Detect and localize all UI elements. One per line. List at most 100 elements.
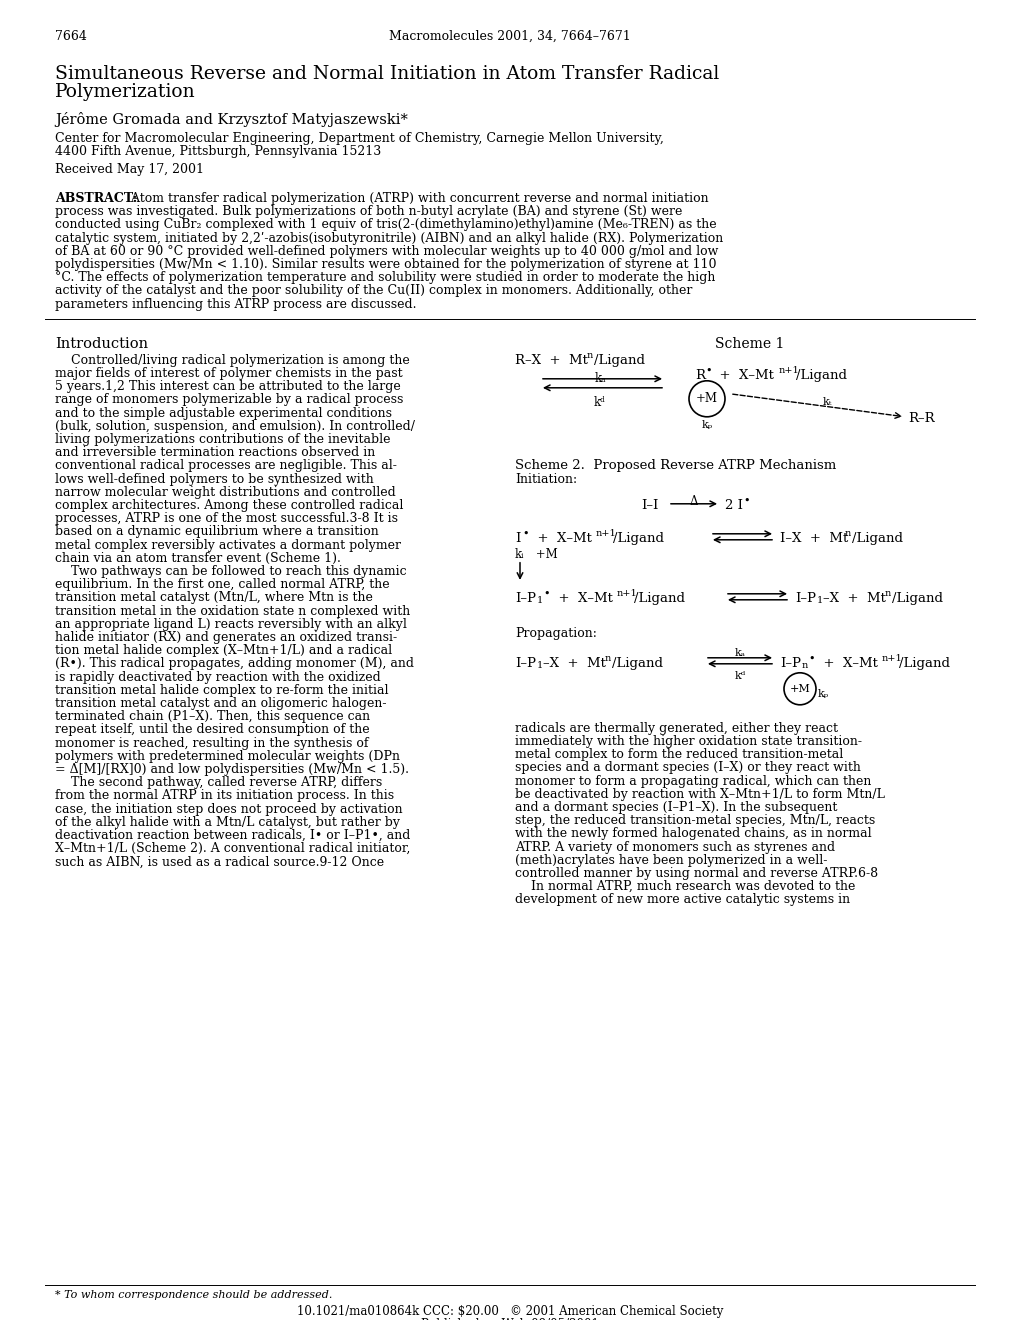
Text: Δ: Δ [689, 495, 698, 508]
Text: and a dormant species (I–P1–X). In the subsequent: and a dormant species (I–P1–X). In the s… [515, 801, 837, 814]
Text: polymers with predetermined molecular weights (DPn: polymers with predetermined molecular we… [55, 750, 399, 763]
Text: terminated chain (P1–X). Then, this sequence can: terminated chain (P1–X). Then, this sequ… [55, 710, 370, 723]
Text: •: • [542, 589, 549, 599]
Text: conventional radical processes are negligible. This al-: conventional radical processes are negli… [55, 459, 396, 473]
Text: = Δ[M]/[RX]0) and low polydispersities (Mw/Mn < 1.5).: = Δ[M]/[RX]0) and low polydispersities (… [55, 763, 409, 776]
Text: ABSTRACT:: ABSTRACT: [55, 191, 138, 205]
Text: metal complex reversibly activates a dormant polymer: metal complex reversibly activates a dor… [55, 539, 400, 552]
Text: Simultaneous Reverse and Normal Initiation in Atom Transfer Radical: Simultaneous Reverse and Normal Initiati… [55, 65, 718, 83]
Text: species and a dormant species (I–X) or they react with: species and a dormant species (I–X) or t… [515, 762, 860, 775]
Text: n+1: n+1 [881, 653, 902, 663]
Text: /Ligand: /Ligand [593, 354, 644, 367]
Text: an appropriate ligand L) reacts reversibly with an alkyl: an appropriate ligand L) reacts reversib… [55, 618, 407, 631]
Text: Polymerization: Polymerization [55, 83, 196, 102]
Text: transition metal halide complex to re-form the initial: transition metal halide complex to re-fo… [55, 684, 388, 697]
Text: +M: +M [695, 392, 717, 405]
Text: kᵈ: kᵈ [734, 671, 745, 681]
Text: chain via an atom transfer event (Scheme 1).: chain via an atom transfer event (Scheme… [55, 552, 340, 565]
Text: Received May 17, 2001: Received May 17, 2001 [55, 162, 204, 176]
Text: •: • [704, 366, 711, 376]
Text: Center for Macromolecular Engineering, Department of Chemistry, Carnegie Mellon : Center for Macromolecular Engineering, D… [55, 132, 663, 145]
Text: major fields of interest of polymer chemists in the past: major fields of interest of polymer chem… [55, 367, 403, 380]
Text: 7664: 7664 [55, 30, 87, 44]
Text: I–P: I–P [794, 591, 815, 605]
Text: 4400 Fifth Avenue, Pittsburgh, Pennsylvania 15213: 4400 Fifth Avenue, Pittsburgh, Pennsylva… [55, 145, 381, 158]
Text: 1: 1 [536, 595, 543, 605]
Text: Controlled/living radical polymerization is among the: Controlled/living radical polymerization… [55, 354, 410, 367]
Text: from the normal ATRP in its initiation process. In this: from the normal ATRP in its initiation p… [55, 789, 393, 803]
Text: n: n [586, 351, 593, 360]
Text: monomer to form a propagating radical, which can then: monomer to form a propagating radical, w… [515, 775, 870, 788]
Text: * To whom correspondence should be addressed.: * To whom correspondence should be addre… [55, 1290, 332, 1300]
Text: Atom transfer radical polymerization (ATRP) with concurrent reverse and normal i: Atom transfer radical polymerization (AT… [123, 191, 708, 205]
Text: +  X–Mt: + X–Mt [710, 368, 773, 381]
Text: I–X  +  Mt: I–X + Mt [780, 532, 848, 545]
Text: of the alkyl halide with a Mtn/L catalyst, but rather by: of the alkyl halide with a Mtn/L catalys… [55, 816, 399, 829]
Text: lows well-defined polymers to be synthesized with: lows well-defined polymers to be synthes… [55, 473, 373, 486]
Text: is rapidly deactivated by reaction with the oxidized: is rapidly deactivated by reaction with … [55, 671, 380, 684]
Text: 5 years.1,2 This interest can be attributed to the large: 5 years.1,2 This interest can be attribu… [55, 380, 400, 393]
Text: based on a dynamic equilibrium where a transition: based on a dynamic equilibrium where a t… [55, 525, 378, 539]
Text: n+1: n+1 [779, 366, 799, 375]
Text: complex architectures. Among these controlled radical: complex architectures. Among these contr… [55, 499, 403, 512]
Text: /Ligand: /Ligand [795, 368, 846, 381]
Text: deactivation reaction between radicals, I• or I–P1•, and: deactivation reaction between radicals, … [55, 829, 410, 842]
Text: Introduction: Introduction [55, 337, 148, 351]
Text: immediately with the higher oxidation state transition-: immediately with the higher oxidation st… [515, 735, 861, 748]
Text: kᵢ: kᵢ [515, 548, 524, 561]
Text: I: I [515, 532, 520, 545]
Text: I–P: I–P [515, 657, 535, 669]
Text: Published on Web 09/05/2001: Published on Web 09/05/2001 [421, 1317, 598, 1320]
Text: /Ligand: /Ligand [634, 591, 685, 605]
Text: kₚ: kₚ [701, 420, 712, 430]
Text: kᵈ: kᵈ [593, 396, 605, 409]
Text: X–Mtn+1/L (Scheme 2). A conventional radical initiator,: X–Mtn+1/L (Scheme 2). A conventional rad… [55, 842, 410, 855]
Text: catalytic system, initiated by 2,2ʹ-azobis(isobutyronitrile) (AIBN) and an alkyl: catalytic system, initiated by 2,2ʹ-azob… [55, 231, 722, 244]
Text: +  X–Mt: + X–Mt [549, 591, 612, 605]
Text: n: n [801, 661, 807, 669]
Text: transition metal in the oxidation state n complexed with: transition metal in the oxidation state … [55, 605, 410, 618]
Text: kₐ: kₐ [594, 372, 605, 385]
Text: 2 I: 2 I [725, 499, 742, 512]
Text: +M: +M [532, 548, 557, 561]
Text: of BA at 60 or 90 °C provided well-defined polymers with molecular weights up to: of BA at 60 or 90 °C provided well-defin… [55, 244, 717, 257]
Text: •: • [807, 653, 814, 664]
Text: radicals are thermally generated, either they react: radicals are thermally generated, either… [515, 722, 838, 735]
Text: (bulk, solution, suspension, and emulsion). In controlled/: (bulk, solution, suspension, and emulsio… [55, 420, 415, 433]
Text: In normal ATRP, much research was devoted to the: In normal ATRP, much research was devote… [515, 880, 855, 894]
Text: •: • [742, 496, 749, 506]
Text: equilibrium. In the first one, called normal ATRP, the: equilibrium. In the first one, called no… [55, 578, 389, 591]
Text: °C. The effects of polymerization temperature and solubility were studied in ord: °C. The effects of polymerization temper… [55, 271, 714, 284]
Text: transition metal catalyst and an oligomeric halogen-: transition metal catalyst and an oligome… [55, 697, 386, 710]
Text: process was investigated. Bulk polymerizations of both n-butyl acrylate (BA) and: process was investigated. Bulk polymeriz… [55, 205, 682, 218]
Text: +  X–Mt: + X–Mt [814, 657, 877, 669]
Text: The second pathway, called reverse ATRP, differs: The second pathway, called reverse ATRP,… [55, 776, 382, 789]
Text: /Ligand: /Ligand [898, 657, 949, 669]
Text: repeat itself, until the desired consumption of the: repeat itself, until the desired consump… [55, 723, 369, 737]
Text: R–X  +  Mt: R–X + Mt [515, 354, 587, 367]
Text: /Ligand: /Ligand [892, 591, 943, 605]
Text: 1: 1 [536, 661, 543, 669]
Text: transition metal catalyst (Mtn/L, where Mtn is the: transition metal catalyst (Mtn/L, where … [55, 591, 373, 605]
Text: 10.1021/ma010864k CCC: $20.00   © 2001 American Chemical Society: 10.1021/ma010864k CCC: $20.00 © 2001 Ame… [297, 1305, 722, 1317]
Text: conducted using CuBr₂ complexed with 1 equiv of tris(2-(dimethylamino)ethyl)amin: conducted using CuBr₂ complexed with 1 e… [55, 218, 716, 231]
Text: and irreversible termination reactions observed in: and irreversible termination reactions o… [55, 446, 375, 459]
Text: –X  +  Mt: –X + Mt [822, 591, 886, 605]
Text: +M: +M [789, 684, 809, 694]
Text: such as AIBN, is used as a radical source.9-12 Once: such as AIBN, is used as a radical sourc… [55, 855, 384, 869]
Text: parameters influencing this ATRP process are discussed.: parameters influencing this ATRP process… [55, 297, 416, 310]
Text: be deactivated by reaction with X–Mtn+1/L to form Mtn/L: be deactivated by reaction with X–Mtn+1/… [515, 788, 884, 801]
Text: n: n [844, 529, 851, 537]
Text: R–R: R–R [907, 412, 933, 425]
Text: n: n [884, 589, 891, 598]
Text: step, the reduced transition-metal species, Mtn/L, reacts: step, the reduced transition-metal speci… [515, 814, 874, 828]
Text: range of monomers polymerizable by a radical process: range of monomers polymerizable by a rad… [55, 393, 403, 407]
Text: +  X–Mt: + X–Mt [529, 532, 591, 545]
Text: •: • [522, 529, 528, 539]
Text: I–P: I–P [515, 591, 535, 605]
Text: processes, ATRP is one of the most successful.3-8 It is: processes, ATRP is one of the most succe… [55, 512, 397, 525]
Text: (R•). This radical propagates, adding monomer (M), and: (R•). This radical propagates, adding mo… [55, 657, 414, 671]
Text: 1: 1 [816, 595, 822, 605]
Text: Scheme 1: Scheme 1 [714, 337, 784, 351]
Text: /Ligand: /Ligand [612, 532, 663, 545]
